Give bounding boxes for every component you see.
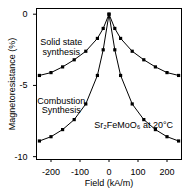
svg-text:0: 0 bbox=[22, 9, 27, 19]
svg-text:200: 200 bbox=[159, 167, 174, 177]
svg-text:Magnetoresistance (%): Magnetoresistance (%) bbox=[7, 38, 17, 131]
svg-text:Field (kA/m): Field (kA/m) bbox=[85, 178, 134, 188]
svg-text:-100: -100 bbox=[71, 167, 89, 177]
svg-text:-200: -200 bbox=[42, 167, 60, 177]
svg-text:-10: -10 bbox=[14, 152, 27, 162]
svg-text:100: 100 bbox=[130, 167, 145, 177]
svg-text:Solid statesynthesis: Solid statesynthesis bbox=[40, 37, 82, 57]
svg-text:0: 0 bbox=[106, 167, 111, 177]
svg-text:Sr₂FeMoO₆ at 20°C: Sr₂FeMoO₆ at 20°C bbox=[94, 120, 173, 130]
svg-text:-5: -5 bbox=[19, 80, 27, 90]
svg-text:CombustionSynthesis: CombustionSynthesis bbox=[37, 96, 85, 116]
